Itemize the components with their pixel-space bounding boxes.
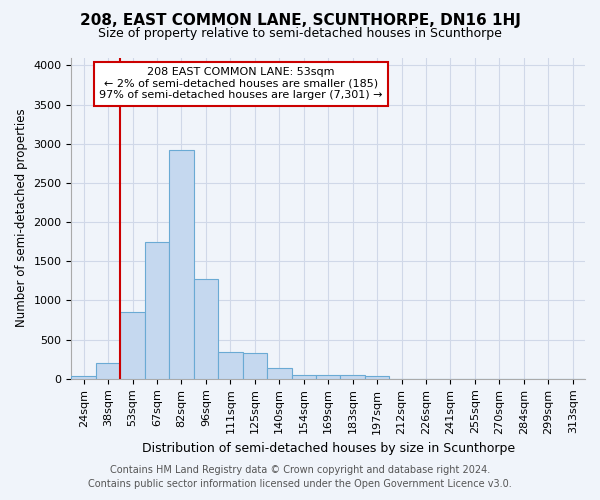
Bar (218, 352, 242, 379)
Bar (365, 376, 389, 379)
Text: 208 EAST COMMON LANE: 53sqm
← 2% of semi-detached houses are smaller (185)
97% o: 208 EAST COMMON LANE: 53sqm ← 2% of semi… (99, 67, 383, 100)
X-axis label: Distribution of semi-detached houses by size in Scunthorpe: Distribution of semi-detached houses by … (142, 442, 515, 455)
Bar (96, 363, 121, 379)
Bar (121, 312, 145, 379)
Bar (340, 375, 365, 379)
Text: 208, EAST COMMON LANE, SCUNTHORPE, DN16 1HJ: 208, EAST COMMON LANE, SCUNTHORPE, DN16 … (80, 12, 520, 28)
Text: Contains HM Land Registry data © Crown copyright and database right 2024.
Contai: Contains HM Land Registry data © Crown c… (88, 465, 512, 489)
Bar (242, 353, 267, 379)
Bar (145, 242, 169, 379)
Bar (292, 375, 316, 379)
Bar (169, 150, 194, 379)
Bar (267, 368, 292, 379)
Bar (71, 376, 96, 379)
Y-axis label: Number of semi-detached properties: Number of semi-detached properties (15, 109, 28, 328)
Text: Size of property relative to semi-detached houses in Scunthorpe: Size of property relative to semi-detach… (98, 28, 502, 40)
Bar (194, 280, 218, 379)
Bar (316, 375, 340, 379)
